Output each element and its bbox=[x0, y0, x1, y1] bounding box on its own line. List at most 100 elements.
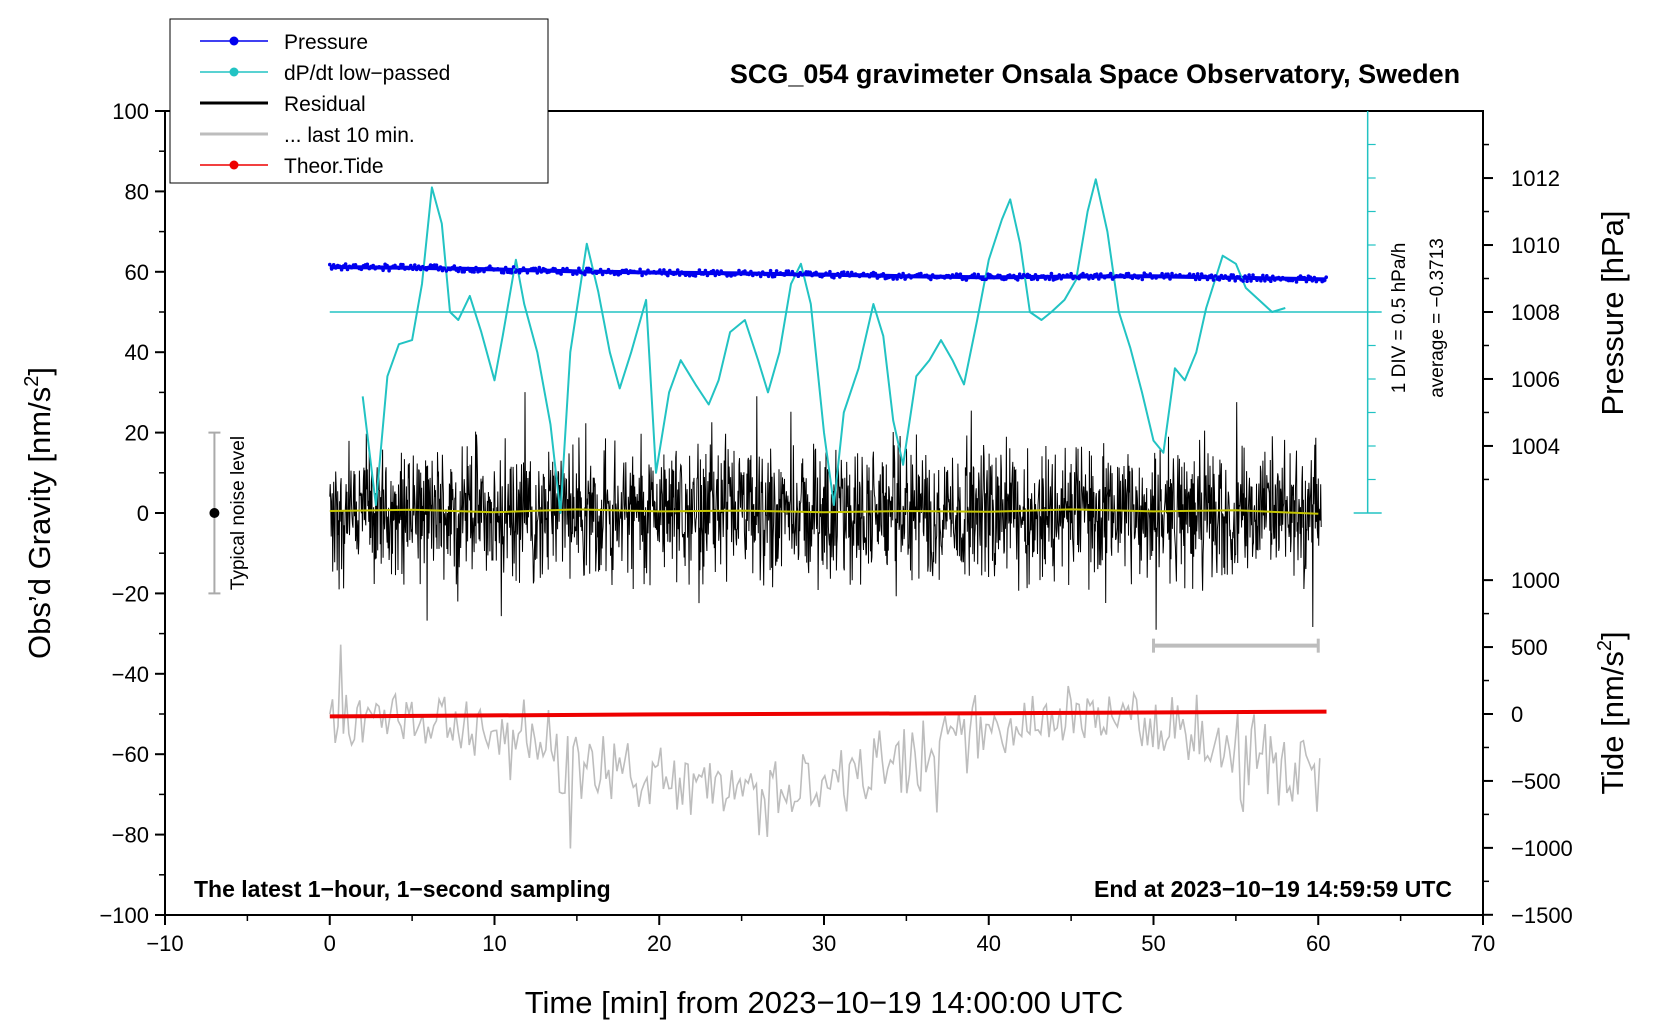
y-axis-ticks-left: 100 80 60 40 20 0 −20 −40 −60 −80 −100 bbox=[99, 99, 165, 928]
pressure-dot bbox=[786, 269, 791, 273]
pressure-dot bbox=[1047, 277, 1052, 282]
pressure-dot bbox=[411, 267, 415, 272]
pressure-dot bbox=[381, 268, 385, 273]
noise-level-indicator bbox=[208, 431, 221, 595]
legend: Pressure dP/dt low−passed Residual ... last… bbox=[169, 18, 549, 184]
x-tick-label: 40 bbox=[977, 931, 1001, 956]
pressure-tick-label: 1004 bbox=[1511, 434, 1560, 459]
pressure-dot bbox=[711, 268, 716, 273]
pressure-dot bbox=[1162, 276, 1166, 280]
pressure-dot bbox=[333, 266, 338, 270]
pressure-dot bbox=[401, 262, 405, 267]
y-tick-label: −100 bbox=[99, 903, 149, 928]
pressure-dot bbox=[553, 267, 557, 271]
pressure-dot bbox=[760, 270, 765, 274]
pressure-dot bbox=[958, 272, 963, 277]
pressure-dot bbox=[434, 263, 439, 268]
pressure-dot bbox=[662, 268, 666, 272]
pressure-dot bbox=[626, 271, 631, 276]
pressure-dot bbox=[1263, 279, 1267, 283]
noise-level-label: Typical noise level bbox=[228, 436, 249, 590]
pressure-dot bbox=[438, 265, 443, 269]
pressure-dot bbox=[1269, 279, 1273, 284]
pressure-dot bbox=[1312, 275, 1317, 280]
pressure-dot bbox=[331, 263, 336, 267]
dpdt-scale-axis bbox=[329, 111, 1382, 514]
x-axis-ticks: −10 0 10 20 30 40 50 60 70 bbox=[146, 915, 1495, 956]
pressure-dot bbox=[1059, 276, 1063, 281]
pressure-dot bbox=[1019, 275, 1024, 280]
pressure-dot bbox=[501, 271, 506, 275]
pressure-dot bbox=[790, 269, 795, 274]
pressure-dot bbox=[596, 270, 601, 274]
legend-box bbox=[169, 18, 549, 184]
pressure-dot bbox=[701, 272, 706, 276]
pressure-dot bbox=[1193, 277, 1198, 282]
pressure-dot bbox=[1304, 279, 1309, 284]
pressure-dot bbox=[713, 273, 718, 278]
pressure-dot bbox=[673, 271, 678, 276]
pressure-dot bbox=[930, 273, 935, 277]
pressure-dot bbox=[543, 267, 547, 272]
pressure-dot bbox=[600, 272, 605, 277]
pressure-dot bbox=[343, 262, 348, 266]
pressure-dot bbox=[345, 267, 350, 272]
pressure-dot bbox=[867, 274, 872, 279]
pressure-dot bbox=[1069, 271, 1073, 276]
pressure-dot bbox=[842, 270, 846, 274]
residual-line bbox=[329, 392, 1322, 630]
pressure-dot bbox=[1259, 278, 1263, 283]
pressure-dot bbox=[416, 264, 421, 269]
pressure-dot bbox=[509, 271, 514, 275]
pressure-dot bbox=[606, 267, 611, 272]
pressure-dot bbox=[976, 272, 980, 277]
pressure-dot bbox=[519, 268, 524, 273]
x-tick-label: 20 bbox=[647, 931, 671, 956]
y-axis-label-pressure: Pressure [hPa] bbox=[1595, 210, 1630, 415]
pressure-dot bbox=[660, 272, 664, 276]
pressure-dot bbox=[788, 272, 793, 277]
pressure-dot bbox=[1130, 276, 1135, 281]
x-axis-label: Time [min] from 2023−10−19 14:00:00 UTC bbox=[525, 985, 1124, 1020]
pressure-dot bbox=[847, 274, 852, 278]
pressure-dot bbox=[1095, 272, 1099, 277]
line-series bbox=[329, 178, 1327, 719]
pressure-dot bbox=[1227, 278, 1232, 282]
pressure-dot bbox=[533, 266, 538, 271]
pressure-dot bbox=[1211, 278, 1216, 282]
pressure-tick-label: 1008 bbox=[1511, 300, 1560, 325]
pressure-dot bbox=[359, 267, 364, 272]
pressure-dot bbox=[1077, 276, 1081, 281]
pressure-dot bbox=[774, 269, 779, 273]
pressure-dot bbox=[1308, 275, 1313, 280]
pressure-dot bbox=[1049, 271, 1054, 276]
pressure-dot bbox=[1265, 274, 1269, 278]
pressure-dot bbox=[339, 267, 344, 272]
pressure-dot bbox=[1067, 274, 1071, 279]
pressure-dot bbox=[1209, 273, 1214, 278]
pressure-dot bbox=[668, 268, 672, 273]
pressure-dot bbox=[1148, 272, 1152, 276]
x-tick-label: −10 bbox=[146, 931, 183, 956]
pressure-dot bbox=[1219, 273, 1224, 278]
pressure-dot bbox=[749, 269, 753, 274]
legend-entries: Pressure dP/dt low−passed Residual ... last… bbox=[200, 31, 450, 178]
pressure-dot bbox=[836, 271, 840, 276]
pressure-dot bbox=[409, 263, 413, 268]
pressure-dot bbox=[1322, 278, 1326, 283]
pressure-dot bbox=[717, 272, 721, 277]
pressure-dot bbox=[1231, 273, 1235, 277]
pressure-dot bbox=[503, 265, 508, 270]
pressure-dot bbox=[743, 269, 747, 273]
x-tick-label: 50 bbox=[1141, 931, 1165, 956]
pressure-dot bbox=[907, 273, 911, 277]
pressure-dot bbox=[329, 267, 334, 271]
pressure-dot bbox=[843, 273, 848, 277]
pressure-dot bbox=[929, 277, 933, 282]
pressure-dot bbox=[414, 267, 419, 272]
pressure-dot bbox=[832, 275, 836, 280]
pressure-dot bbox=[925, 273, 929, 278]
pressure-tick-label: 1012 bbox=[1511, 166, 1560, 191]
pressure-dot bbox=[418, 267, 423, 272]
pressure-dot bbox=[1243, 274, 1247, 278]
